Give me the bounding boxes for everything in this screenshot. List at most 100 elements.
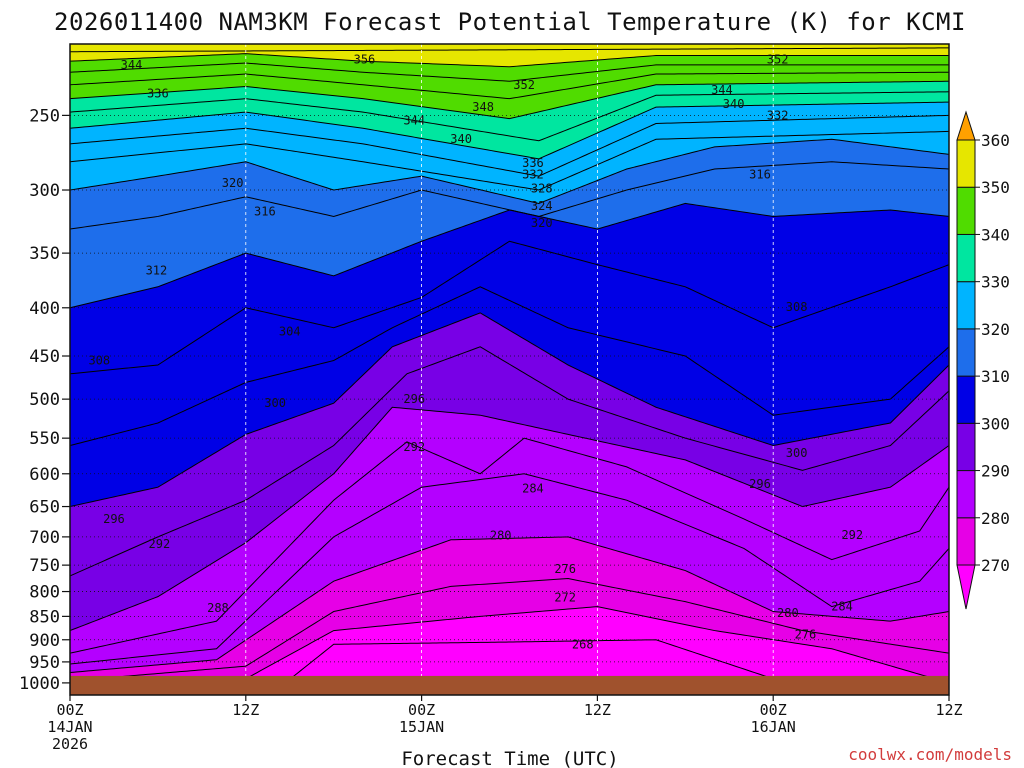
isentrope-280: [70, 536, 949, 674]
x-tick-label: 15JAN: [399, 718, 444, 736]
x-tick-label: 00Z: [56, 701, 83, 719]
contour-label: 336: [522, 156, 544, 170]
x-tick-label: 12Z: [232, 701, 259, 719]
contour-label: 276: [795, 627, 817, 641]
colorbar-swatch-330: [956, 233, 976, 283]
contour-label: 268: [572, 638, 594, 652]
isentrope-348: [70, 62, 949, 82]
y-tick-label: 950: [29, 653, 60, 673]
isentrope-336: [70, 91, 949, 142]
colorbar-swatch-280: [956, 470, 976, 519]
contour-label: 276: [554, 562, 576, 576]
y-tick-label: 500: [29, 390, 60, 410]
x-tick-label: 16JAN: [751, 718, 796, 736]
y-tick-label: 400: [29, 299, 60, 319]
colorbar-swatch-350: [956, 139, 976, 188]
contour-label: 296: [103, 512, 125, 526]
x-tick-label: 2026: [52, 735, 88, 753]
contour-label: 344: [403, 113, 425, 127]
y-tick-label: 1000: [19, 674, 60, 694]
isentrope-300: [70, 312, 949, 508]
contour-label: 344: [711, 83, 733, 97]
colorbar-label: 360: [981, 131, 1010, 150]
contour-label: 320: [531, 216, 553, 230]
y-tick-label: 450: [29, 347, 60, 367]
grid-lines: [70, 44, 949, 695]
y-tick-label: 700: [29, 528, 60, 548]
isentrope-344: [70, 71, 949, 100]
isentrope-332: [70, 101, 949, 160]
plot-frame: [69, 43, 950, 696]
contour-label: 324: [531, 199, 553, 213]
y-tick-label: 900: [29, 631, 60, 651]
contour-label: 292: [403, 440, 425, 454]
y-tick-label: 800: [29, 583, 60, 603]
y-tick-label: 750: [29, 556, 60, 576]
colorbar-swatch-340: [956, 186, 976, 235]
isentrope-304: [70, 286, 949, 447]
colorbar-label: 270: [981, 556, 1010, 575]
y-tick-label: 350: [29, 244, 60, 264]
contour-label: 304: [279, 325, 301, 339]
colorbar-label: 330: [981, 273, 1010, 292]
contour-label: 284: [522, 482, 544, 496]
contour-label: 328: [531, 182, 553, 196]
isentrope-288: [70, 437, 949, 654]
contour-label: 316: [254, 204, 276, 218]
isentrope-308: [70, 240, 949, 375]
colorbar-label: 350: [981, 178, 1010, 197]
contour-label: 332: [522, 168, 544, 182]
x-tick-label: 12Z: [584, 701, 611, 719]
colorbar-swatch-310: [956, 328, 976, 377]
contour-label: 280: [777, 606, 799, 620]
contour-label: 308: [786, 300, 808, 314]
contour-label: 340: [450, 132, 472, 146]
contour-label: 312: [146, 263, 168, 277]
contour-label: 300: [264, 396, 286, 410]
isentrope-340: [70, 80, 949, 120]
isentrope-356: [70, 47, 949, 53]
colorbar-label: 340: [981, 225, 1010, 244]
contour-label: 332: [767, 108, 789, 122]
theta-band-356: [70, 44, 949, 52]
contour-label: 352: [513, 78, 535, 92]
x-axis-title: Forecast Time (UTC): [401, 748, 618, 768]
colorbar-swatch-290: [956, 422, 976, 472]
isentrope-320: [70, 138, 949, 204]
isentrope-316: [70, 161, 949, 230]
contour-label: 288: [207, 601, 229, 615]
y-tick-label: 850: [29, 607, 60, 627]
isentrope-284: [70, 473, 949, 665]
contour-label: 280: [490, 529, 512, 543]
contour-label: 340: [723, 97, 745, 111]
ground-fill: [70, 675, 949, 695]
x-tick-label: 00Z: [760, 701, 787, 719]
contour-label: 352: [767, 52, 789, 66]
x-tick-label: 12Z: [935, 701, 962, 719]
contour-label: 336: [147, 87, 169, 101]
colorbar-label: 310: [981, 367, 1010, 386]
isentrope-328: [70, 114, 949, 177]
chart-title: 2026011400 NAM3KM Forecast Potential Tem…: [54, 8, 966, 36]
x-tick-label: 14JAN: [47, 718, 92, 736]
contour-label: 308: [88, 354, 110, 368]
contour-label: 284: [831, 600, 853, 614]
y-tick-label: 550: [29, 429, 60, 449]
contour-label: 272: [554, 591, 576, 605]
contour-label: 296: [403, 392, 425, 406]
credit-link[interactable]: coolwx.com/models: [848, 745, 1012, 764]
y-axis: 250 300 350 400 450 500 550 600 650 700 750 800 850 9…: [19, 106, 70, 694]
plot-area: 344 3563523523363483443443403323403363323…: [70, 44, 949, 695]
colorbar-label: 300: [981, 414, 1010, 433]
colorbar-label: 290: [981, 462, 1010, 481]
colorbar-swatch-300: [956, 375, 976, 424]
contour-labels: 344 3563523523363483443443403323403363323…: [88, 52, 863, 651]
contour-label: 344: [121, 58, 143, 72]
contour-label: 356: [354, 52, 376, 66]
colorbar-bottom-arrow: [956, 564, 976, 610]
colorbar-label: 280: [981, 509, 1010, 528]
colorbar: 270 280 290 300 310 320 330 340 350 360: [956, 110, 1010, 610]
y-tick-label: 250: [29, 106, 60, 126]
